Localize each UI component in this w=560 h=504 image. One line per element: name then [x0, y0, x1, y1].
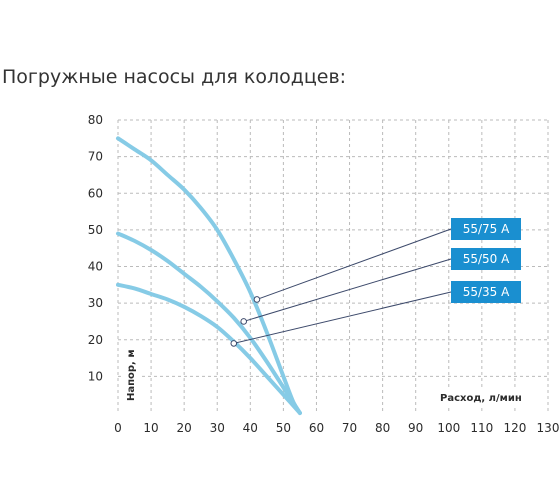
legend-label: 55/50 А: [463, 252, 510, 266]
y-tick-label: 40: [88, 260, 103, 274]
x-axis-label: Расход, л/мин: [440, 393, 522, 404]
leader-line: [243, 258, 452, 322]
y-tick-label: 70: [88, 150, 103, 164]
legend-box: [451, 218, 521, 240]
x-tick-label: 0: [114, 421, 122, 435]
legend-box: [451, 281, 521, 303]
y-axis-label: Напор, м: [126, 349, 137, 401]
x-tick-label: 20: [177, 421, 192, 435]
x-tick-label: 80: [375, 421, 390, 435]
x-tick-label: 110: [470, 421, 493, 435]
y-tick-label: 30: [88, 296, 103, 310]
series-line: [116, 136, 302, 415]
chart-leader-lines: [233, 228, 452, 344]
series-line: [116, 282, 302, 415]
x-tick-label: 50: [276, 421, 291, 435]
curve-marker: [240, 318, 247, 325]
x-tick-label: 40: [243, 421, 258, 435]
x-tick-label: 120: [503, 421, 526, 435]
x-tick-label: 30: [210, 421, 225, 435]
chart-tick-labels: 0 10 20 30 40 50 60 70 80 90 100 110 120 130 10 20 30 40 5…: [88, 113, 560, 435]
y-tick-label: 20: [88, 333, 103, 347]
chart-curves: [116, 136, 302, 415]
y-tick-label: 60: [88, 186, 103, 200]
legend-label: 55/75 А: [463, 222, 510, 236]
x-tick-label: 70: [342, 421, 357, 435]
y-axis-label-background: [122, 350, 140, 404]
legend-label: 55/35 А: [463, 285, 510, 299]
leader-line: [233, 291, 452, 344]
chart-legend: 55/75 А 55/50 А 55/35 А: [451, 218, 521, 303]
x-tick-label: 130: [537, 421, 560, 435]
x-tick-label: 90: [408, 421, 423, 435]
x-tick-label: 100: [437, 421, 460, 435]
y-tick-label: 50: [88, 223, 103, 237]
curve-marker: [230, 340, 238, 347]
page-title: Погружные насосы для колодцев:: [2, 66, 347, 88]
x-axis-label-background: [438, 388, 520, 406]
chart-markers: [230, 296, 261, 347]
legend-box: [451, 248, 521, 270]
curve-marker: [253, 296, 261, 303]
leader-line: [256, 228, 452, 300]
x-tick-label: 60: [309, 421, 324, 435]
x-tick-label: 10: [143, 421, 158, 435]
series-line: [116, 231, 302, 415]
y-tick-label: 10: [88, 369, 103, 383]
y-tick-label: 80: [88, 113, 103, 127]
chart-grid: [117, 119, 549, 413]
